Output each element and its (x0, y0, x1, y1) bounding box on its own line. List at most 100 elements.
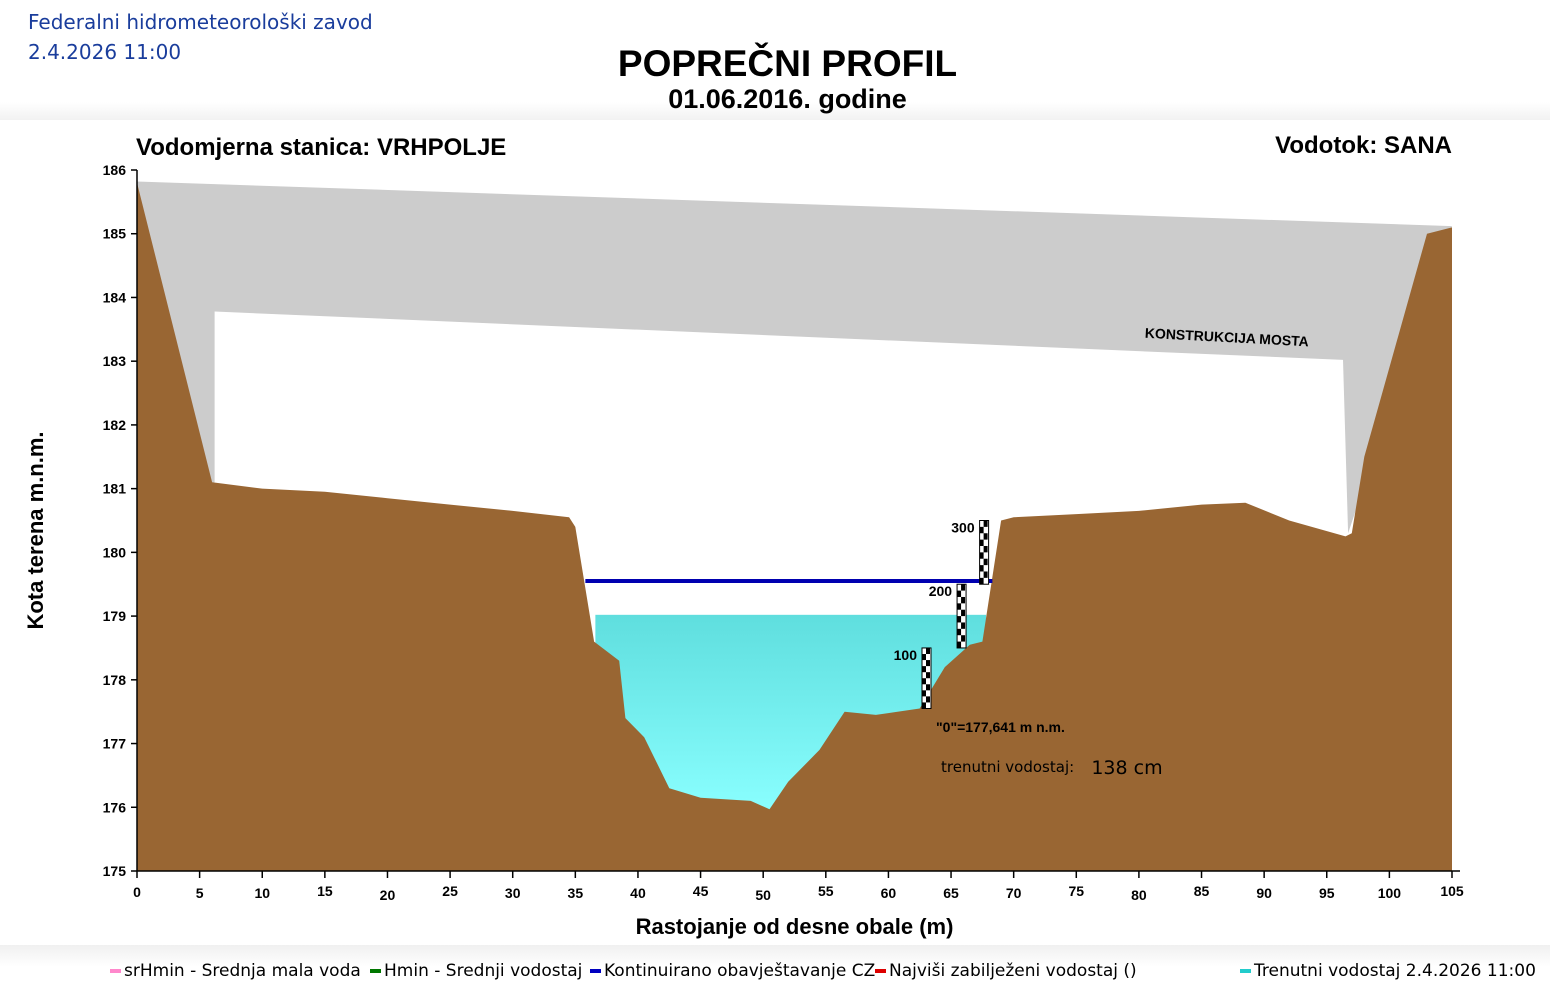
x-tick-label: 40 (630, 885, 646, 901)
y-tick-label: 181 (103, 481, 127, 497)
gauge-zero-label: "0"=177,641 m n.m. (936, 719, 1065, 735)
water-level-label: trenutni vodostaj: (941, 758, 1074, 776)
gauge-staff-mark (922, 666, 926, 673)
gauge-staff-mark (961, 584, 966, 591)
y-tick-label: 183 (103, 353, 127, 369)
organization-name: Federalni hidrometeorološki zavod (28, 10, 373, 34)
y-tick-label: 184 (103, 289, 127, 305)
gauge-staff-mark (926, 684, 930, 691)
gauge-staff-mark (922, 678, 926, 685)
gauge-staff-mark (979, 526, 984, 534)
gauge-staff-100: 100 (894, 647, 932, 709)
legend-item: Hmin - Srednji vodostaj (370, 961, 582, 981)
x-tick-label: 85 (1194, 883, 1210, 899)
gauge-staff-200: 200 (929, 583, 967, 649)
y-tick-label: 178 (103, 672, 127, 688)
y-tick-label: 180 (103, 544, 127, 560)
gauge-staff-mark (926, 660, 930, 667)
gauge-staff-mark (961, 596, 966, 604)
gauge-staff-mark (957, 603, 962, 610)
x-tick-label: 35 (568, 885, 584, 901)
gauge-staff-mark (922, 654, 926, 661)
y-tick-label: 175 (103, 863, 127, 879)
legend-item: srHmin - Srednja mala voda (110, 961, 361, 981)
x-tick-label: 70 (1006, 885, 1022, 901)
legend-label: Trenutni vodostaj 2.4.2026 11:00 (1254, 961, 1536, 981)
station-name: Vodomjerna stanica: VRHPOLJE (136, 134, 507, 161)
gauge-staff-mark (961, 635, 966, 642)
x-tick-label: 65 (943, 885, 959, 901)
legend-swatch (875, 969, 886, 973)
gauge-staff-label: 100 (894, 647, 918, 663)
gauge-staff-mark (926, 696, 930, 703)
legend-label: Najviši zabilježeni vodostaj () (889, 961, 1137, 981)
x-tick-label: 100 (1378, 885, 1402, 901)
x-tick-label: 5 (196, 885, 204, 901)
gauge-staff-label: 300 (951, 520, 975, 536)
x-tick-label: 90 (1256, 885, 1272, 901)
legend-swatch (1240, 969, 1251, 973)
legend-swatch (370, 969, 381, 973)
x-tick-label: 80 (1131, 887, 1147, 903)
chart-subtitle: 01.06.2016. godine (668, 84, 907, 114)
legend-item: Najviši zabilježeni vodostaj () (875, 961, 1137, 981)
x-tick-label: 60 (881, 885, 897, 901)
x-tick-label: 25 (442, 883, 458, 899)
gauge-staff-mark (926, 672, 930, 679)
gauge-staff-mark (983, 520, 988, 527)
legend-bar (0, 945, 1550, 1000)
header-bar (0, 0, 1550, 120)
y-tick-label: 179 (103, 608, 127, 624)
x-tick-label: 50 (755, 887, 771, 903)
legend-label: srHmin - Srednja mala voda (124, 961, 361, 981)
gauge-staff-mark (922, 702, 926, 709)
x-tick-label: 55 (818, 883, 834, 899)
y-tick-label: 186 (103, 162, 127, 178)
gauge-staff-mark (979, 552, 984, 559)
bridge-construction (137, 181, 1452, 534)
gauge-staff-mark (957, 641, 962, 648)
gauge-staff-mark (983, 558, 988, 566)
river-name: Vodotok: SANA (1275, 132, 1452, 159)
chart-title: POPREČNI PROFIL (617, 43, 958, 84)
gauge-staff-label: 200 (929, 583, 953, 599)
x-tick-label: 0 (133, 884, 141, 900)
x-tick-label: 75 (1068, 883, 1084, 899)
y-tick-label: 185 (103, 226, 127, 242)
water-level-value: 138 cm (1091, 757, 1162, 779)
gauge-staff-300: 300 (951, 520, 990, 585)
gauge-staff-mark (957, 616, 962, 623)
legend-swatch (590, 969, 601, 973)
legend-swatch (110, 969, 121, 973)
gauge-staff-mark (961, 622, 966, 629)
gauge-staff-mark (983, 533, 988, 540)
gauge-staff-mark (961, 609, 966, 617)
gauge-staff-mark (926, 647, 930, 655)
x-tick-label: 45 (693, 883, 709, 899)
x-tick-label: 20 (380, 887, 396, 903)
gauge-staff-mark (983, 571, 988, 578)
y-tick-label: 176 (103, 799, 127, 815)
x-axis-label: Rastojanje od desne obale (m) (636, 914, 954, 939)
y-axis-label: Kota terena m.n.m. (23, 431, 48, 629)
gauge-staff-mark (983, 545, 988, 553)
gauge-staff-mark (979, 565, 984, 572)
y-tick-label: 177 (103, 736, 127, 752)
x-tick-label: 95 (1319, 885, 1335, 901)
gauge-staff-mark (979, 539, 984, 546)
terrain-profile (137, 182, 1452, 871)
x-tick-label: 30 (505, 885, 521, 901)
legend-label: Hmin - Srednji vodostaj (384, 961, 583, 981)
legend-item: Trenutni vodostaj 2.4.2026 11:00 (1240, 961, 1536, 981)
y-tick-label: 182 (103, 417, 127, 433)
gauge-staff-mark (957, 628, 962, 636)
gauge-staff-mark (979, 577, 984, 585)
gauge-staff-mark (957, 590, 962, 597)
legend-item: Kontinuirano obavještavanje CZ (590, 961, 875, 981)
legend-label: Kontinuirano obavještavanje CZ (604, 961, 876, 981)
timestamp: 2.4.2026 11:00 (28, 40, 182, 64)
gauge-staff-mark (922, 690, 926, 697)
x-tick-label: 15 (317, 883, 333, 899)
x-tick-label: 105 (1440, 883, 1464, 899)
